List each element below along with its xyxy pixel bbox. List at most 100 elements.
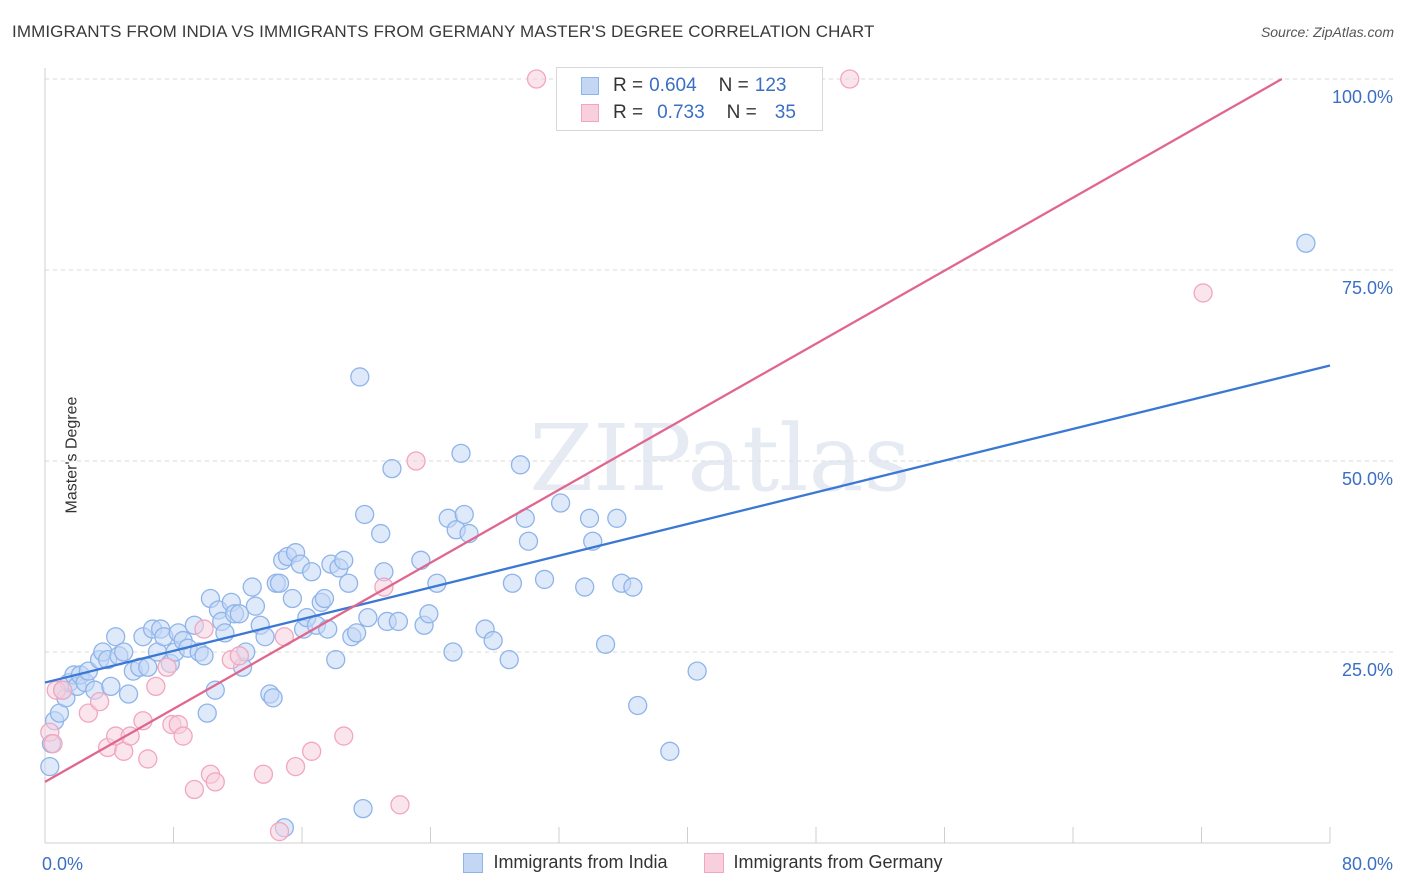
germany-point <box>194 619 214 639</box>
germany-point <box>269 821 290 842</box>
india-point <box>334 550 354 570</box>
y-tick-label: 100.0% <box>1332 87 1393 107</box>
india-point <box>443 642 463 662</box>
chart-title: IMMIGRANTS FROM INDIA VS IMMIGRANTS FROM… <box>12 22 875 41</box>
india-point <box>454 504 474 525</box>
india-point <box>263 688 283 708</box>
x-tick-label: 0.0% <box>42 854 83 874</box>
germany-point <box>53 680 73 700</box>
germany-point <box>253 764 274 784</box>
india-point <box>382 458 402 479</box>
india-point <box>269 573 290 593</box>
source-label: Source: ZipAtlas.com <box>1260 24 1394 40</box>
germany-point <box>406 451 426 471</box>
india-point <box>595 634 616 655</box>
india-point <box>106 627 126 647</box>
germany-point <box>138 749 158 769</box>
germany-trend-line <box>44 78 1283 783</box>
y-tick-label: 50.0% <box>1342 469 1393 489</box>
india-point <box>114 642 134 662</box>
r-value: 0.604 <box>649 75 697 96</box>
y-axis-label: Master's Degree <box>63 396 81 514</box>
stats-legend-row-germany: R = 0.733 N = 35 <box>581 100 796 126</box>
series-legend: Immigrants from India Immigrants from Ge… <box>0 852 1406 873</box>
india-trend-line <box>44 364 1331 684</box>
germany-point <box>184 779 205 800</box>
india-point <box>579 508 600 528</box>
india-point <box>314 588 335 609</box>
grid <box>45 78 1395 653</box>
india-point <box>419 604 439 624</box>
watermark: ZIPatlas <box>529 405 910 512</box>
n-value: 35 <box>774 102 796 123</box>
india-point <box>194 646 214 666</box>
india-point <box>687 661 707 681</box>
india-point <box>550 493 571 513</box>
india-point <box>623 577 643 597</box>
germany-point <box>1193 283 1213 303</box>
india-point <box>371 523 391 544</box>
y-tick-label: 25.0% <box>1342 660 1393 680</box>
india-point <box>499 649 519 670</box>
stats-legend: R = 0.604 N = 123 R = 0.733 N = 35 <box>556 67 823 131</box>
india-point <box>451 443 471 464</box>
germany-point <box>146 676 166 697</box>
germany-swatch <box>581 104 599 122</box>
germany-point <box>390 795 410 815</box>
legend-item-india[interactable]: Immigrants from India <box>463 852 668 873</box>
n-value: 123 <box>754 75 787 96</box>
india-point <box>229 604 250 624</box>
india-point <box>353 798 373 819</box>
germany-point <box>526 69 547 89</box>
germany-point <box>89 692 110 712</box>
r-label: R = <box>613 102 644 123</box>
india-point <box>245 596 266 616</box>
y-tick-label: 75.0% <box>1342 278 1393 298</box>
india-point <box>358 607 378 628</box>
india-point <box>607 508 627 528</box>
axes <box>44 68 1331 844</box>
india-point <box>510 455 531 475</box>
india-point <box>197 703 217 723</box>
india-point <box>502 573 523 593</box>
india-point <box>326 649 346 670</box>
germany-point <box>840 69 860 89</box>
india-point <box>660 741 680 761</box>
india-point <box>354 504 375 525</box>
germany-point <box>285 756 306 777</box>
india-point <box>350 367 370 387</box>
legend-item-germany[interactable]: Immigrants from Germany <box>703 852 943 873</box>
india-point <box>338 573 359 593</box>
trend-lines <box>44 78 1331 783</box>
india-point <box>346 623 367 643</box>
india-swatch <box>463 852 484 873</box>
legend-label: Immigrants from India <box>493 852 668 872</box>
india-point <box>483 630 503 651</box>
r-label: R = <box>613 75 644 96</box>
germany-point <box>229 646 250 666</box>
germany-point <box>173 726 193 746</box>
india-point <box>318 619 338 639</box>
india-point <box>628 695 648 716</box>
n-label: N = <box>718 75 749 96</box>
n-label: N = <box>726 102 757 123</box>
germany-point <box>43 734 63 754</box>
tick-labels: 25.0% 50.0% 75.0% 100.0% 0.0% 80.0% <box>42 87 1393 874</box>
germany-point <box>78 703 99 723</box>
germany-point <box>205 772 225 792</box>
series-germany-points <box>40 69 1213 842</box>
germany-point <box>334 726 354 746</box>
india-point <box>388 611 409 632</box>
series-india-points <box>40 233 1316 838</box>
legend-label: Immigrants from Germany <box>733 852 943 872</box>
india-point <box>534 569 555 590</box>
india-point <box>518 531 539 551</box>
india-point <box>242 577 262 597</box>
india-point <box>301 562 322 582</box>
r-value: 0.733 <box>657 102 705 123</box>
germany-point <box>157 657 177 677</box>
india-point <box>118 684 139 704</box>
india-point <box>575 577 595 597</box>
germany-swatch <box>703 852 724 873</box>
